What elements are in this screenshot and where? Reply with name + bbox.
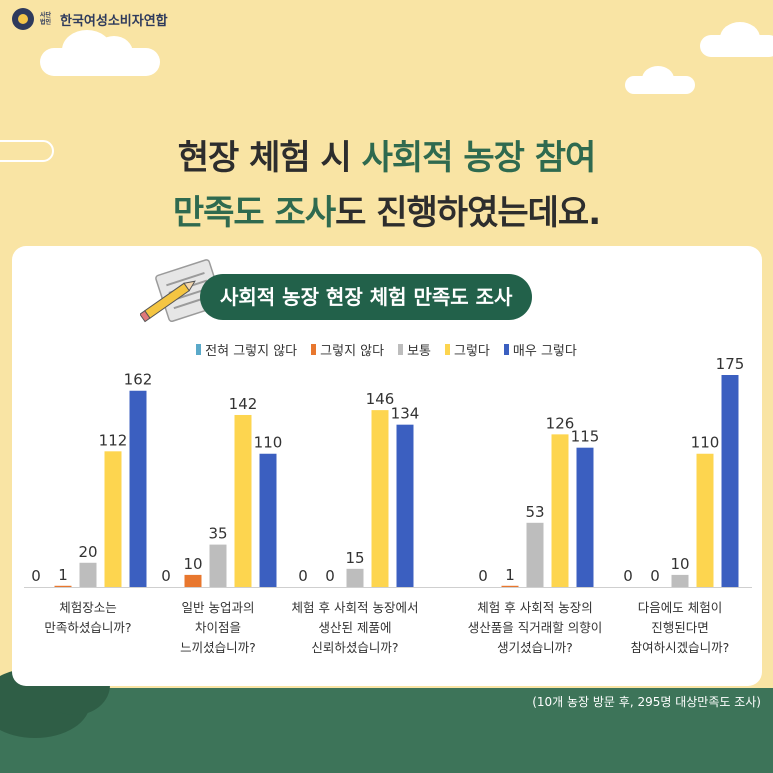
headline-line-2: 만족도 조사도 진행하였는데요. [172,193,601,233]
logo-name: 한국여성소비자연합 [60,13,168,29]
data-label-0-0: 0 [31,567,41,585]
headline-line-1: 현장 체험 시 사회적 농장 참여 [177,138,597,178]
data-label-1-2: 35 [208,525,227,543]
legend-label-2: 보통 [407,344,432,359]
category-label-4-1: 진행된다면 [651,620,709,635]
legend-label-1: 그렇지 않다 [320,344,385,359]
bar-2-2 [346,568,364,587]
category-label-2-0: 체험 후 사회적 농장에서 [292,600,419,615]
legend-item-1: 그렇지 않다 [311,340,384,359]
category-label-2-2: 신뢰하셨습니까? [311,640,398,655]
category-label-3-1: 생산품을 직거래할 의향이 [468,620,602,635]
data-label-1-1: 10 [183,555,202,573]
category-label-4-2: 참여하시겠습니까? [631,640,730,655]
data-label-1-0: 0 [161,567,171,585]
bar-1-3 [234,414,252,587]
data-label-0-4: 162 [124,371,153,389]
logo-corporation-label: 사단 법인 [40,12,52,26]
bar-1-2 [209,544,227,587]
bar-3-2 [526,522,544,587]
bar-4-4 [721,375,739,587]
bar-1-4 [259,453,277,587]
legend-swatch-4 [503,344,509,355]
survey-footnote: (10개 농장 방문 후, 295명 대상만족도 조사) [532,695,761,709]
data-label-2-1: 0 [325,567,335,585]
data-label-4-3: 110 [691,434,720,452]
bar-0-2 [79,562,97,587]
category-label-2-1: 생산된 제품에 [319,620,392,635]
bar-0-3 [104,451,122,587]
data-label-4-0: 0 [623,567,633,585]
data-label-3-0: 0 [478,567,488,585]
bar-3-3 [551,434,569,587]
data-label-3-4: 115 [571,428,600,446]
bar-0-4 [129,390,147,587]
bar-2-3 [371,410,389,587]
bar-2-4 [396,424,414,587]
data-label-4-4: 175 [716,355,745,373]
ground [0,688,773,773]
headline-highlight-2: 만족도 조사 [172,193,336,233]
legend-label-0: 전혀 그렇지 않다 [205,344,298,359]
data-label-4-1: 0 [650,567,660,585]
data-label-2-2: 15 [345,549,364,567]
data-label-0-1: 1 [58,566,68,584]
category-label-0-1: 만족하셨습니까? [44,620,131,635]
data-label-1-4: 110 [254,434,283,452]
category-label-4-0: 다음에도 체험이 [638,600,722,615]
legend-swatch-2 [398,344,404,355]
data-label-4-2: 10 [670,555,689,573]
legend-label-4: 매우 그렇다 [512,344,577,359]
category-label-0-0: 체험장소는 [59,600,117,615]
data-label-3-1: 1 [505,566,515,584]
chart-legend: 전혀 그렇지 않다 그렇지 않다 보통 그렇다 매우 그렇다 [0,340,773,359]
data-label-3-2: 53 [525,503,544,521]
organization-logo: 사단 법인 한국여성소비자연합 [12,8,168,30]
logo-emblem-icon [12,8,34,30]
bar-3-4 [576,447,594,587]
category-label-1-0: 일반 농업과의 [182,600,255,615]
cloud-mid-right-puff [642,66,674,92]
legend-swatch-3 [445,344,451,355]
data-label-0-3: 112 [99,431,128,449]
bar-0-1 [54,585,72,587]
chart-title: 사회적 농장 현장 체험 만족도 조사 [200,274,533,320]
legend-item-4: 매우 그렇다 [503,340,577,359]
legend-swatch-0 [196,344,202,355]
bar-3-1 [501,585,519,587]
cloud-top-right-puff [720,22,760,54]
data-label-2-3: 146 [366,390,395,408]
category-label-1-1: 차이점을 [195,620,241,635]
data-label-2-4: 134 [391,405,420,423]
legend-item-2: 보통 [398,340,431,359]
cloud-top-left-puff2 [95,36,133,70]
legend-item-0: 전혀 그렇지 않다 [196,340,297,359]
category-label-3-0: 체험 후 사회적 농장의 [477,600,592,615]
cloud-left-outline [0,140,54,162]
data-label-0-2: 20 [78,543,97,561]
headline-highlight-1: 사회적 농장 참여 [361,138,597,178]
legend-swatch-1 [311,344,317,355]
bar-1-1 [184,574,202,587]
data-label-3-3: 126 [546,414,575,432]
bar-4-2 [671,574,689,587]
legend-label-3: 그렇다 [454,344,490,359]
bar-4-3 [696,453,714,587]
category-label-1-2: 느끼셨습니까? [180,640,256,655]
legend-item-3: 그렇다 [445,340,490,359]
category-label-3-2: 생기셨습니까? [497,640,573,655]
data-label-1-3: 142 [229,395,258,413]
data-label-2-0: 0 [298,567,308,585]
